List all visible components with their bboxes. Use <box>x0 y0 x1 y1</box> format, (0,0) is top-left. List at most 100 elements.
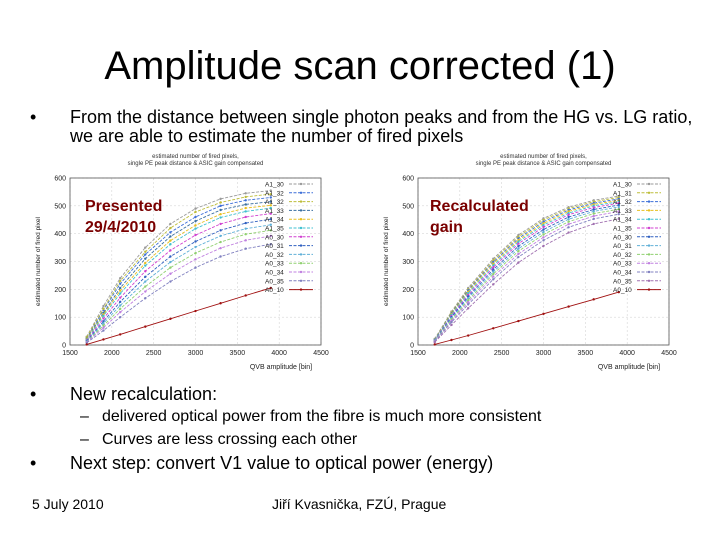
data-point <box>169 255 172 258</box>
data-point <box>467 334 470 337</box>
data-point <box>269 229 272 232</box>
series-line <box>86 229 271 343</box>
legend-marker <box>647 262 651 265</box>
chart-title: estimated number of fired pixels, <box>152 154 239 160</box>
legend-label: A0_34 <box>265 270 284 277</box>
data-point <box>144 290 147 293</box>
data-point <box>542 233 545 236</box>
data-point <box>194 207 197 210</box>
data-point <box>244 247 247 250</box>
y-tick-label: 600 <box>402 176 414 183</box>
data-point <box>119 296 122 299</box>
data-point <box>450 320 453 324</box>
data-point <box>450 338 453 342</box>
data-point <box>244 192 247 195</box>
data-point <box>517 233 520 237</box>
legend-label: A0_32 <box>265 252 284 259</box>
series-line <box>434 201 619 341</box>
data-point <box>517 238 520 242</box>
data-point <box>144 264 147 267</box>
legend-label: A0_35 <box>265 278 284 285</box>
data-point <box>219 302 222 305</box>
x-axis-label: QVB amplitude [bin] <box>598 364 660 371</box>
data-point <box>244 206 247 210</box>
sub-bullet-optical-power-text: delivered optical power from the fibre i… <box>102 408 542 425</box>
legend-label: A0_32 <box>613 252 632 259</box>
data-point <box>144 250 147 253</box>
data-point <box>517 247 520 250</box>
data-point <box>85 343 88 346</box>
data-point <box>244 227 247 230</box>
data-point <box>244 195 247 199</box>
x-tick-label: 3500 <box>578 350 594 357</box>
data-point <box>144 261 147 265</box>
legend-label: A0_31 <box>613 243 632 250</box>
data-point <box>144 325 147 328</box>
data-point <box>269 286 272 290</box>
series-line <box>434 195 619 340</box>
data-point <box>194 251 197 255</box>
footer-date: 5 July 2010 <box>32 496 104 512</box>
x-tick-label: 4500 <box>661 350 677 357</box>
data-point <box>492 270 495 273</box>
data-point <box>244 199 247 202</box>
y-tick-label: 100 <box>402 315 414 322</box>
series-line <box>86 224 271 343</box>
x-tick-label: 2000 <box>452 350 468 357</box>
chart-presented: estimated number of fired pixels,single … <box>35 154 329 371</box>
sub-bullet-marker: – <box>80 431 89 448</box>
data-point <box>119 304 122 307</box>
data-point <box>194 266 197 269</box>
data-point <box>219 222 222 226</box>
y-tick-label: 600 <box>54 176 66 183</box>
data-point <box>567 220 570 223</box>
data-point <box>269 234 272 238</box>
x-tick-label: 2000 <box>104 350 120 357</box>
chart-recalculated-annotation: Recalculated gain <box>430 198 529 236</box>
data-point <box>269 200 272 203</box>
data-point <box>542 222 545 225</box>
legend-marker <box>647 235 651 238</box>
data-point <box>169 280 172 283</box>
data-point <box>219 212 222 216</box>
legend-marker <box>299 235 303 238</box>
data-point <box>119 286 122 290</box>
y-tick-label: 500 <box>402 203 414 210</box>
data-point <box>592 210 595 213</box>
legend-label: A1_32 <box>265 190 284 197</box>
data-point <box>517 240 520 243</box>
legend-marker <box>299 218 303 221</box>
data-point <box>169 226 172 230</box>
y-tick-label: 200 <box>402 287 414 294</box>
data-point <box>169 222 172 226</box>
data-point <box>467 292 470 295</box>
y-tick-label: 300 <box>402 259 414 266</box>
data-point <box>194 245 197 249</box>
data-point <box>194 227 197 230</box>
legend-marker <box>299 182 303 186</box>
data-point <box>617 201 620 205</box>
data-point <box>517 255 520 259</box>
data-point <box>144 253 147 256</box>
data-point <box>492 266 495 269</box>
data-point <box>169 231 172 234</box>
data-point <box>219 246 222 250</box>
data-point <box>450 323 453 327</box>
legend-label: A1_33 <box>613 208 632 215</box>
data-point <box>169 260 172 264</box>
data-point <box>617 207 620 211</box>
data-point <box>194 240 197 243</box>
data-point <box>492 259 495 262</box>
x-tick-label: 2500 <box>146 350 162 357</box>
data-point <box>244 221 247 225</box>
chart-subtitle: single PE peak distance & ASIC gain comp… <box>128 161 264 167</box>
x-tick-label: 1500 <box>410 350 426 357</box>
data-point <box>194 258 197 261</box>
data-point <box>542 244 545 248</box>
sub-bullet-marker: – <box>80 408 89 425</box>
data-point <box>144 246 147 249</box>
data-point <box>542 223 545 227</box>
data-point <box>492 272 495 276</box>
data-point <box>169 239 172 242</box>
data-point <box>119 310 122 314</box>
